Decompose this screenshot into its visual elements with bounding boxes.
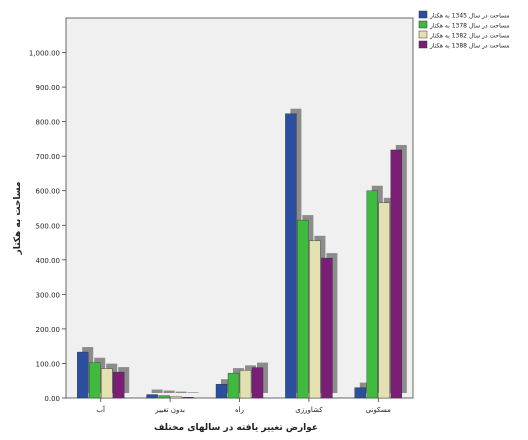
bar-shadow bbox=[175, 391, 187, 393]
bar-3-4 bbox=[309, 240, 321, 399]
bar-4-4 bbox=[321, 257, 333, 399]
x-tick-label: راه bbox=[235, 406, 244, 414]
x-tick-label: بدون تغییر bbox=[154, 406, 185, 414]
bar-2-3 bbox=[227, 372, 240, 399]
bar-3-5 bbox=[378, 202, 390, 399]
y-tick-label: 600.00 bbox=[36, 188, 61, 196]
legend-swatch bbox=[418, 20, 428, 29]
legend-label: مساحت در سال 1345 به هکتار bbox=[429, 13, 510, 20]
legend-label: مساحت در سال 1388 به هکتار bbox=[429, 43, 510, 50]
y-tick-label: 1,000.00 bbox=[29, 50, 60, 58]
bar-3-1 bbox=[100, 368, 113, 399]
bar-2-5 bbox=[366, 190, 378, 399]
legend-swatch bbox=[418, 30, 428, 39]
bar-2-2 bbox=[158, 395, 170, 399]
y-tick-label: 700.00 bbox=[36, 153, 61, 161]
y-tick-label: 800.00 bbox=[36, 119, 61, 127]
y-tick-label: 500.00 bbox=[36, 222, 61, 230]
y-tick-label: 900.00 bbox=[36, 84, 61, 92]
bar-shadow bbox=[187, 392, 199, 393]
legend-swatch bbox=[418, 40, 428, 49]
legend-swatch bbox=[418, 10, 428, 19]
bar-shadow bbox=[151, 389, 163, 393]
bar-3-2 bbox=[170, 396, 182, 399]
bar-1-4 bbox=[285, 113, 297, 399]
x-tick-label: کشاورزی bbox=[295, 406, 323, 414]
bar-4-3 bbox=[251, 367, 264, 399]
x-tick-label: مسکونی bbox=[366, 406, 392, 414]
x-axis-title: عوارض تغییر یافته در سالهای مختلف bbox=[154, 423, 318, 433]
legend-label: مساحت در سال 1382 به هکتار bbox=[429, 33, 510, 40]
bar-4-2 bbox=[182, 397, 194, 399]
x-tick-label: آب bbox=[96, 405, 106, 414]
bar-3-3 bbox=[239, 370, 252, 399]
bar-2-1 bbox=[88, 362, 101, 399]
bar-1-2 bbox=[146, 394, 158, 399]
y-tick-label: 0.00 bbox=[44, 395, 60, 403]
y-tick-label: 400.00 bbox=[36, 257, 61, 265]
bar-4-5 bbox=[390, 149, 402, 399]
bar-1-3 bbox=[215, 383, 228, 399]
y-tick-label: 300.00 bbox=[36, 291, 61, 299]
bar-shadow bbox=[163, 390, 175, 393]
bar-1-5 bbox=[354, 387, 366, 399]
bar-4-1 bbox=[112, 371, 125, 399]
plot-area bbox=[65, 17, 414, 399]
y-tick-label: 200.00 bbox=[36, 326, 61, 334]
bar-1-1 bbox=[76, 351, 89, 399]
y-tick-label: 100.00 bbox=[36, 360, 61, 368]
y-axis-title: مساحت به هکتار bbox=[13, 182, 23, 256]
legend: مساحت در سال 1345 به هکتار مساحت در سال 1… bbox=[418, 10, 510, 50]
bar-2-4 bbox=[297, 219, 309, 399]
legend-label: مساحت در سال 1378 به هکتار bbox=[429, 23, 510, 30]
